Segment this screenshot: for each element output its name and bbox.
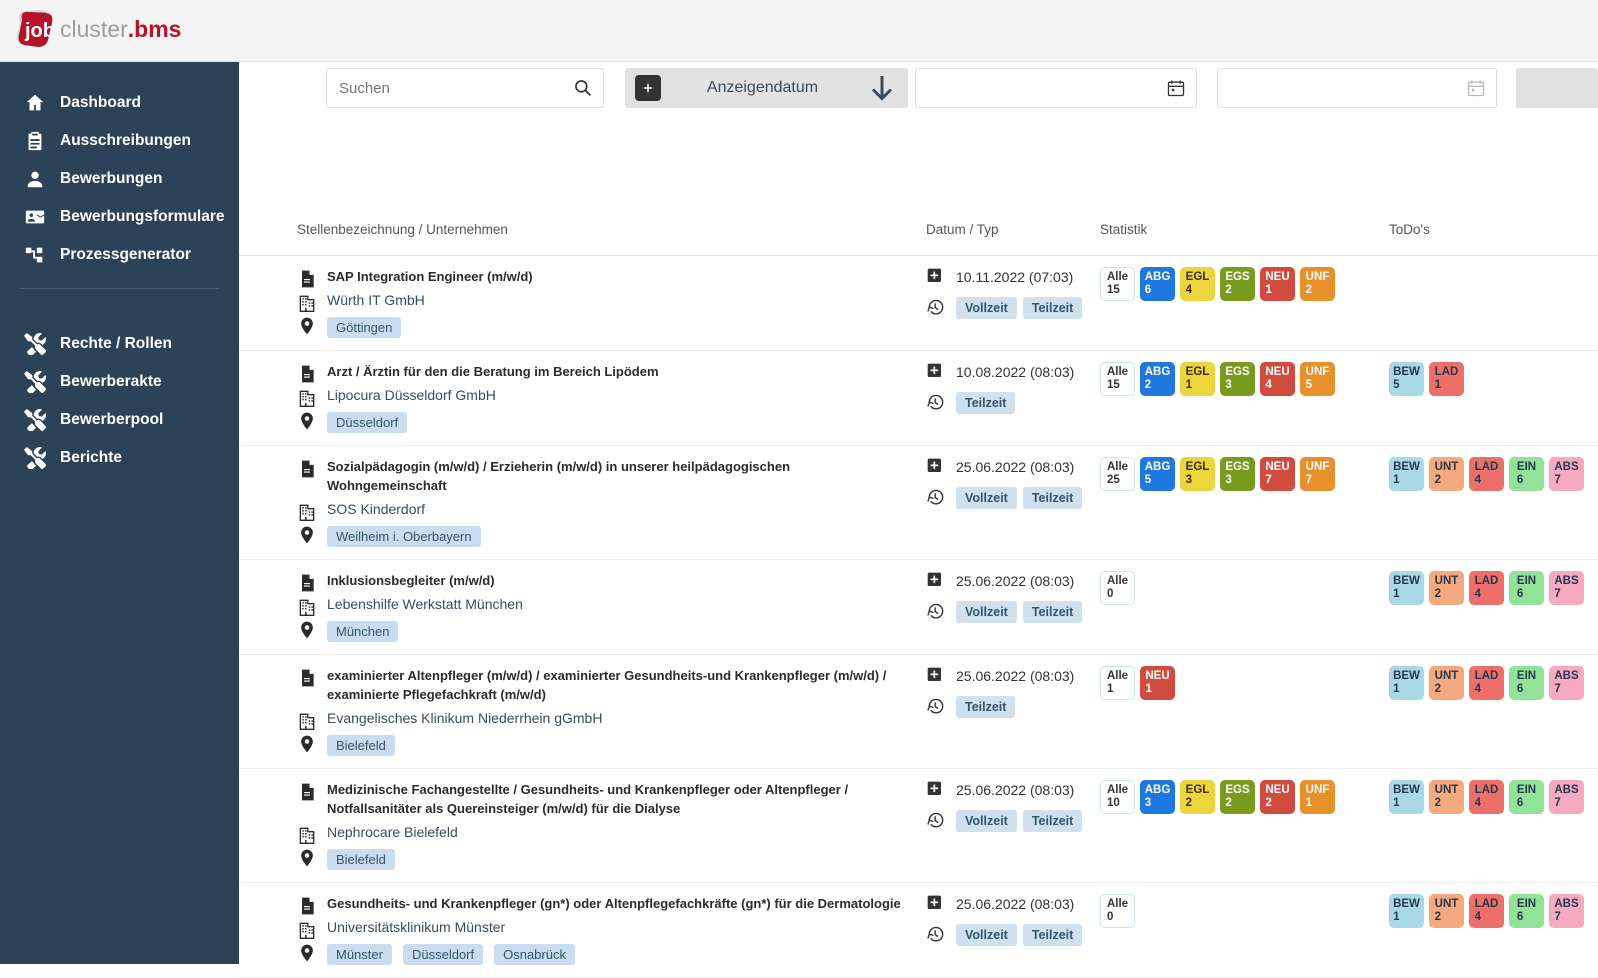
svg-text:job: job: [24, 20, 55, 42]
svg-text:cluster.bms: cluster.bms: [60, 16, 181, 42]
